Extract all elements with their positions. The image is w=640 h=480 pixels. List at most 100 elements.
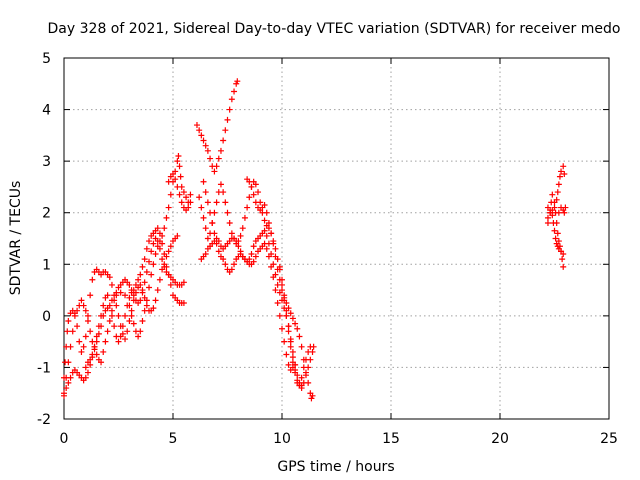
data-point <box>74 323 81 330</box>
y-tick-label: 1 <box>42 257 51 273</box>
data-point <box>148 271 155 278</box>
data-point <box>167 281 174 288</box>
data-point <box>154 243 161 250</box>
data-point <box>233 238 240 245</box>
data-point <box>126 281 133 288</box>
data-point <box>228 266 235 273</box>
data-point <box>78 297 85 304</box>
axis-ticks: 0 5 10 15 20 25 -2 -1 0 1 2 3 4 5 <box>37 51 618 447</box>
data-point <box>87 328 94 335</box>
data-point <box>222 127 229 134</box>
data-point <box>63 385 70 392</box>
data-point <box>200 137 207 144</box>
data-point <box>82 307 89 314</box>
data-point <box>132 289 139 296</box>
data-point <box>558 168 565 175</box>
data-point <box>292 367 299 374</box>
data-point <box>559 256 566 263</box>
data-point <box>150 261 157 268</box>
data-point <box>137 328 144 335</box>
data-point <box>204 235 211 242</box>
data-point <box>268 230 275 237</box>
data-point <box>82 364 89 371</box>
data-point <box>204 147 211 154</box>
data-point <box>207 155 214 162</box>
data-point <box>71 310 78 317</box>
data-point <box>176 163 183 170</box>
data-point <box>64 328 71 335</box>
data-point <box>215 155 222 162</box>
data-point <box>100 312 107 319</box>
data-point <box>170 171 176 178</box>
data-point <box>263 245 270 252</box>
data-point <box>152 297 159 304</box>
data-point <box>154 225 161 232</box>
data-point <box>555 181 562 188</box>
data-point <box>122 292 129 299</box>
data-point <box>126 294 133 301</box>
data-point <box>213 163 220 170</box>
data-point <box>65 318 72 325</box>
data-point <box>228 230 235 237</box>
y-tick-label: 2 <box>42 206 51 222</box>
data-point <box>300 356 307 363</box>
data-point <box>294 377 301 384</box>
data-point <box>204 199 211 206</box>
data-point <box>124 328 131 335</box>
data-point <box>248 250 255 257</box>
data-point <box>560 163 567 170</box>
data-point <box>143 245 150 252</box>
data-point <box>150 240 157 247</box>
data-point <box>217 181 224 188</box>
data-point <box>93 338 100 345</box>
data-point <box>261 201 268 208</box>
data-point <box>89 276 96 283</box>
data-point <box>82 374 89 381</box>
data-point <box>67 374 74 381</box>
data-point <box>292 361 299 368</box>
data-point <box>309 392 316 399</box>
data-point <box>69 328 76 335</box>
data-point <box>250 243 257 250</box>
data-point <box>128 312 135 319</box>
data-point <box>104 328 111 335</box>
data-point <box>148 248 155 255</box>
data-point <box>98 359 105 366</box>
x-tick-label: 5 <box>169 431 178 447</box>
data-point <box>91 343 98 350</box>
data-point <box>139 287 146 294</box>
data-point <box>285 328 292 335</box>
data-point <box>554 189 561 196</box>
data-point <box>167 191 174 198</box>
data-point <box>302 372 309 379</box>
x-axis-label: GPS time / hours <box>277 459 394 475</box>
data-point <box>555 209 562 216</box>
data-point <box>276 312 283 319</box>
data-point <box>111 323 118 330</box>
data-point <box>300 379 307 386</box>
data-point <box>263 232 270 239</box>
y-tick-label: 0 <box>42 309 51 325</box>
data-point <box>177 173 184 180</box>
data-point <box>180 189 187 196</box>
data-point <box>183 194 190 201</box>
data-point <box>187 199 194 206</box>
data-point <box>281 292 288 299</box>
data-point <box>224 116 231 123</box>
data-point <box>226 220 233 227</box>
data-point <box>80 302 87 309</box>
data-point <box>63 343 70 350</box>
data-point <box>554 230 561 237</box>
data-point <box>551 204 558 211</box>
data-point <box>544 220 551 227</box>
data-point <box>552 235 559 242</box>
data-point <box>287 338 294 345</box>
data-point <box>307 356 314 363</box>
data-point <box>174 183 181 190</box>
x-tick-label: 25 <box>600 431 618 447</box>
data-point <box>174 232 181 239</box>
data-point <box>161 225 168 232</box>
x-tick-label: 15 <box>382 431 400 447</box>
data-point <box>235 243 242 250</box>
data-point <box>207 209 214 216</box>
